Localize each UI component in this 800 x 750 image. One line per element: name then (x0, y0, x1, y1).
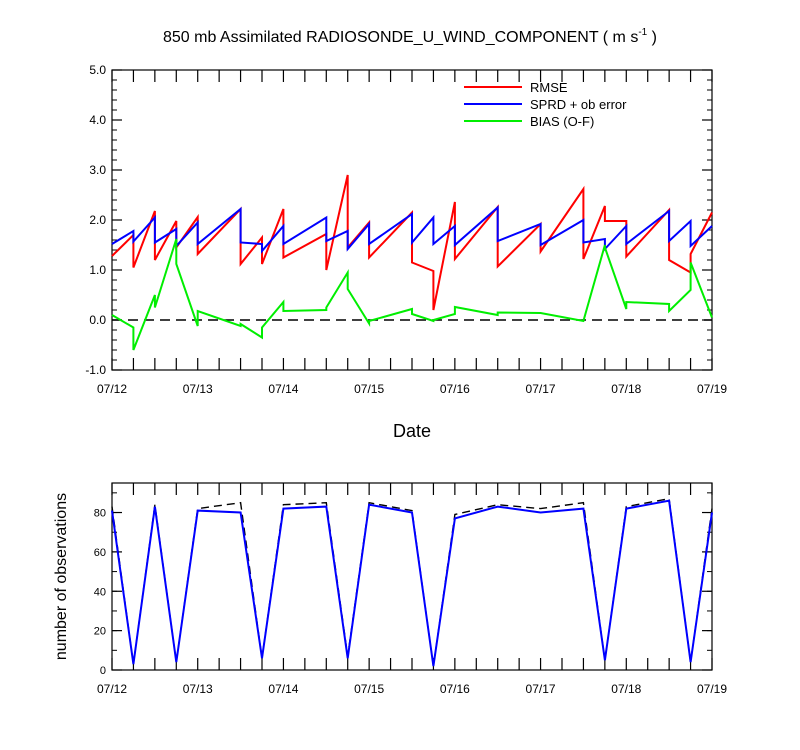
top-x-tick-label: 07/12 (97, 382, 127, 396)
bottom-y-axis-label: number of observations (53, 493, 70, 660)
top-y-tick-label: 3.0 (89, 163, 106, 177)
bottom-x-tick-label: 07/16 (440, 682, 470, 696)
bottom-y-tick-label: 40 (94, 586, 106, 598)
legend-label: RMSE (530, 80, 568, 95)
top-y-tick-label: 2.0 (89, 213, 106, 227)
top-x-tick-label: 07/16 (440, 382, 470, 396)
top-x-tick-label: 07/13 (183, 382, 213, 396)
bottom-x-tick-label: 07/14 (268, 682, 298, 696)
top-series-bias-o-f (111, 238, 713, 351)
top-series-rmse (111, 174, 713, 311)
bottom-y-tick-label: 20 (94, 626, 106, 638)
top-x-tick-label: 07/17 (526, 382, 556, 396)
top-panel: 07/12 07/13 07/14 07/15 07/16 07/17 07/18 07/19… (85, 63, 727, 441)
top-y-tick-label: 0.0 (89, 313, 106, 327)
bottom-y-tick-label: 60 (94, 547, 106, 559)
bottom-x-tick-label: 07/17 (526, 682, 556, 696)
chart-title-main: 850 mb Assimilated RADIOSONDE_U_WIND_COM… (163, 29, 638, 46)
bottom-x-tick-label: 07/19 (697, 682, 727, 696)
top-x-tick-label: 07/14 (268, 382, 298, 396)
bottom-series-dashed (111, 497, 713, 667)
top-x-axis-label: Date (393, 421, 431, 441)
bottom-x-tick-label: 07/13 (183, 682, 213, 696)
top-x-tick-label: 07/15 (354, 382, 384, 396)
bottom-y-tick-label: 80 (94, 508, 106, 520)
top-y-tick-label: 4.0 (89, 113, 106, 127)
bottom-x-tick-label: 07/18 (611, 682, 641, 696)
bottom-panel: 07/12 07/13 07/14 07/15 07/16 07/17 07/18 07/19… (53, 482, 727, 696)
bottom-series-solid (111, 499, 713, 667)
top-x-tick-label: 07/18 (611, 382, 641, 396)
legend-label: SPRD + ob error (530, 97, 627, 112)
top-y-tick-label: -1.0 (85, 363, 106, 377)
bottom-x-tick-label: 07/12 (97, 682, 127, 696)
chart-title-unit-exponent: -1 (638, 27, 647, 38)
chart-title-close: ) (647, 29, 657, 46)
bottom-y-tick-label: 0 (100, 665, 106, 677)
chart-title: 850 mb Assimilated RADIOSONDE_U_WIND_COM… (163, 27, 657, 46)
top-x-tick-label: 07/19 (697, 382, 727, 396)
top-y-tick-label: 5.0 (89, 63, 106, 77)
bottom-x-tick-label: 07/15 (354, 682, 384, 696)
legend-label: BIAS (O-F) (530, 114, 594, 129)
top-series-sprd-ob-error (111, 205, 713, 254)
top-y-tick-label: 1.0 (89, 263, 106, 277)
